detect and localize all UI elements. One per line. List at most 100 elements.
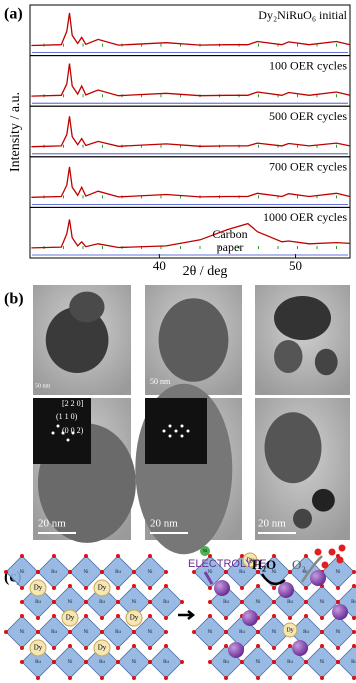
oxygen-atom (20, 660, 24, 664)
oxygen-atom (36, 676, 40, 680)
particle (69, 291, 105, 323)
oxygen-atom (288, 644, 292, 648)
atom-label: Dy (286, 627, 293, 633)
dy-atom (61, 609, 79, 627)
particle (274, 340, 303, 373)
particle (293, 508, 312, 529)
atom-label: Ru (223, 660, 229, 665)
oxygen-atom (304, 614, 308, 618)
oxygen-atom (4, 630, 8, 634)
oxygen-atom (68, 584, 72, 588)
spot (162, 429, 166, 433)
atom-label: Ni (208, 630, 214, 635)
water-label: H₂O (252, 557, 276, 572)
particle (158, 298, 229, 382)
atom-label: Ru (351, 600, 356, 605)
oxygen-atom (180, 660, 184, 664)
atom-label: Dy (246, 557, 253, 563)
diffraction-label: (0 0 2) (62, 426, 84, 435)
atom-label: Ni (272, 570, 278, 575)
oxygen-atom (84, 554, 88, 558)
oxygen-atom (116, 586, 120, 590)
atom-label: Ni (68, 660, 74, 665)
oxygen-atom (68, 630, 72, 634)
oxygen-atom (148, 660, 152, 664)
oxygen-atom (336, 600, 340, 604)
dy-atom (29, 579, 47, 597)
oxygen-atom (116, 614, 120, 618)
x-tick-label: 50 (289, 258, 302, 273)
electrolyte-label: ELECTROLYTE (188, 558, 267, 570)
atom-label: Ni (20, 570, 26, 575)
scale-label: 50 nm (35, 383, 51, 389)
particle (264, 412, 322, 484)
oxygen-atom (224, 616, 228, 620)
electrolyte-ion (228, 642, 244, 658)
oxygen-atom (336, 646, 340, 650)
oxygen-atom (288, 676, 292, 680)
series-label: 100 OER cycles (269, 58, 347, 72)
atom-label: Ni (336, 570, 342, 575)
oxygen-atom (288, 616, 292, 620)
oxygen-atom (132, 676, 136, 680)
oxygen-atom (116, 660, 120, 664)
oxygen-atom (20, 586, 24, 590)
oxygen-atom (336, 660, 340, 664)
atom-label: Ru (303, 630, 309, 635)
oxygen-atom (352, 644, 356, 648)
oxygen-atom (304, 586, 308, 590)
diffraction-label: (1 1 0) (56, 412, 78, 421)
atom-label: Ni (84, 630, 90, 635)
atom-label: Ru (51, 630, 57, 635)
atom-label: Ni (132, 600, 138, 605)
oxygen-atom (256, 676, 260, 680)
oxygen-atom (256, 570, 260, 574)
oxygen-atom (148, 614, 152, 618)
atom-label: Ru (99, 600, 105, 605)
atom-label: Ni (320, 660, 326, 665)
oxygen-atom (272, 600, 276, 604)
oxygen-atom (240, 660, 244, 664)
atom-label: Ni (272, 630, 278, 635)
oxygen-atom (20, 614, 24, 618)
spot (168, 424, 172, 428)
oxygen-atom (272, 586, 276, 590)
dy-atom (242, 552, 258, 568)
oxygen-atom (52, 614, 56, 618)
oxygen-atom (84, 660, 88, 664)
oxygen-atom (100, 570, 104, 574)
series-label: 1000 OER cycles (263, 210, 347, 224)
oxygen-atom (352, 616, 356, 620)
electrolyte-ion (292, 640, 308, 656)
oxygen-atom (36, 570, 40, 574)
oxygen-atom (68, 570, 72, 574)
oxygen-atom (208, 614, 212, 618)
data-line (31, 12, 351, 47)
data-line (31, 219, 351, 249)
atom-label: Ru (287, 600, 293, 605)
oxygen-atom (132, 584, 136, 588)
atom-label: Dy (98, 584, 107, 592)
spot (174, 429, 178, 433)
oxygen-molecule (314, 548, 322, 556)
dy-atom (93, 639, 111, 657)
oxygen-atom (224, 644, 228, 648)
oxygen-atom (208, 660, 212, 664)
atom-label: Ru (35, 660, 41, 665)
data-line (31, 166, 351, 198)
particle (314, 348, 338, 376)
oxygen-molecule (336, 556, 344, 564)
oxygen-atom (352, 676, 356, 680)
oxygen-atom (304, 600, 308, 604)
particle (45, 307, 109, 373)
oxygen-atom (84, 646, 88, 650)
oxygen-label: O₂ (292, 557, 306, 572)
spot (51, 431, 55, 435)
sub-panel (29, 206, 351, 259)
scale-label: 50 nm (150, 377, 171, 386)
atom-label: Dy (34, 644, 43, 652)
spot (186, 429, 190, 433)
scale-label: 20 nm (258, 518, 286, 530)
atom-label: Ru (223, 600, 229, 605)
